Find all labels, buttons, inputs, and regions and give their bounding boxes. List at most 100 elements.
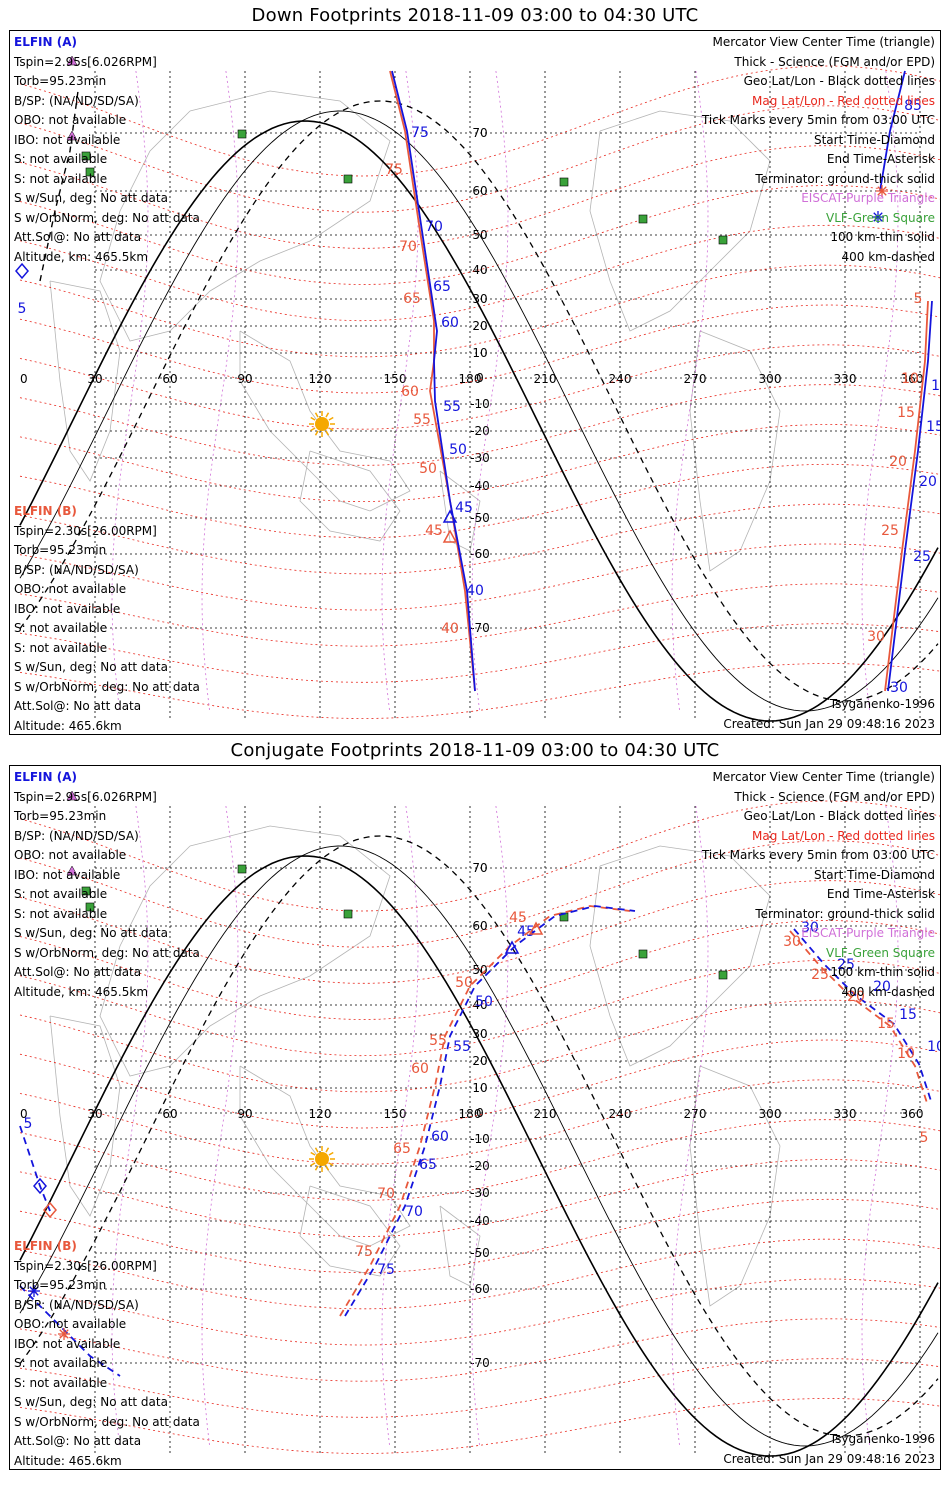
end-asterisk-icon (29, 1286, 39, 1296)
elfin-a-tick-label: 75 (377, 1262, 395, 1278)
elfin-b-title: ELFIN (B) (14, 504, 77, 518)
mag-lat-line (19, 840, 940, 948)
elfin-a-tick-label: 10 (927, 1039, 940, 1055)
elfin-a-info: ELFIN (A) Tspin=2.95s[6.026RPM] Torb=95.… (14, 768, 200, 1002)
elfin-a-track (887, 300, 933, 692)
mag-lat-line (19, 105, 940, 213)
elfin-a-attsol: Att.Sol@: No att data (14, 965, 142, 979)
mag-lat-line (19, 543, 940, 611)
lon-tick-label: 210 (534, 1107, 557, 1121)
mag-lat-line (19, 185, 940, 285)
eiscat-station-icon (66, 865, 78, 876)
elfin-b-ibo: IBO: not available (14, 1336, 121, 1351)
vlf-station-icon (85, 902, 95, 912)
elfin-b-info: ELFIN (B) Tspin=2.30s[26.00RPM] Torb=95.… (14, 502, 200, 736)
lat-tick-label: -20 (470, 424, 490, 438)
elfin-a-track (19, 1285, 121, 1377)
legend-line: 100 km-thin solid (830, 965, 935, 979)
vlf-station-icon (237, 864, 247, 874)
elfin-a-tick-label: 20 (873, 979, 891, 995)
elfin-b-tick-label: 25 (811, 967, 829, 983)
elfin-a-tick-label: 10 (931, 378, 940, 394)
mag-lat-line (19, 583, 940, 647)
elfin-a-track (793, 928, 933, 1105)
terminator-ground (19, 855, 939, 1457)
legend-line: Tick Marks every 5min from 03:00 UTC (701, 848, 935, 862)
vlf-station-icon (343, 174, 353, 184)
coastline (299, 1185, 401, 1277)
elfin-b-tick-label: 65 (403, 291, 421, 307)
elfin-a-altitude: Altitude, km: 465.5km (14, 984, 149, 999)
mag-lat-line (19, 503, 940, 575)
elfin-a-track (344, 905, 636, 1317)
terminator-100km (19, 845, 939, 1447)
elfin-b-tick-label: 15 (877, 1016, 895, 1032)
elfin-a-s2: S: not available (14, 171, 108, 186)
legend-line: EISCAT-Purple Triangle (801, 926, 935, 940)
lon-tick-label: 60 (162, 372, 177, 386)
lat-tick-label: 70 (472, 861, 487, 875)
mag-lat-line (19, 1159, 940, 1237)
elfin-b-bsp: B/SP: (NA/ND/SD/SA) (14, 562, 139, 577)
lat-tick-label: 40 (472, 998, 487, 1012)
mag-lon-line (671, 805, 709, 1447)
legend-line: Geo Lat/Lon - Black dotted lines (743, 74, 935, 88)
start-diamond-icon (33, 1177, 47, 1195)
sun-ray (325, 1165, 330, 1171)
lon-tick-label: 120 (309, 1107, 332, 1121)
vlf-station-icon (85, 167, 95, 177)
elfin-a-tick-label: 30 (890, 680, 908, 696)
lon-tick-label: 360 (901, 1107, 924, 1121)
conjugate-footprints-panel: 0 30 60 90 120 150 180 210 240 270 300 330 360 70 60 50… (9, 765, 941, 1470)
elfin-a-tick-label: 55 (443, 399, 461, 415)
elfin-a-tick-label: 75 (411, 125, 429, 141)
elfin-b-track (789, 930, 929, 1107)
created-label: Created: Sun Jan 29 09:48:16 2023 (723, 717, 935, 731)
lon-tick-label: 150 (384, 1107, 407, 1121)
vlf-station-icon (638, 214, 648, 224)
elfin-b-tick-label: 5 (920, 1130, 929, 1146)
sun-ray (325, 412, 330, 418)
elfin-b-tick-label: 20 (889, 454, 907, 470)
lon-tick-label: 150 (384, 372, 407, 386)
elfin-b-sun: S w/Sun, deg: No att data (14, 660, 168, 674)
mag-lat-line (19, 623, 940, 683)
elfin-a-tick-label: 70 (425, 219, 443, 235)
elfin-a-title: ELFIN (A) (14, 35, 77, 49)
lat-tick-label: 60 (472, 184, 487, 198)
elfin-a-tick-label: 20 (919, 474, 937, 490)
sun-ray (310, 427, 316, 432)
elfin-b-tick-label: 70 (399, 239, 417, 255)
elfin-a-bsp: B/SP: (NA/ND/SD/SA) (14, 828, 139, 843)
model-label: Tsyganenko-1996 (829, 1432, 935, 1446)
vlf-station-icon (718, 235, 728, 245)
center-triangle-a-icon (442, 509, 458, 523)
mag-lat-line (19, 304, 940, 394)
elfin-a-sun: S w/Sun, deg: No att data (14, 191, 168, 205)
lat-tick-label: -20 (470, 1159, 490, 1173)
elfin-a-tspin: Tspin=2.95s[6.026RPM] (14, 54, 157, 69)
conjugate-footprints-map: 0 30 60 90 120 150 180 210 240 270 300 330 360706050… (19, 790, 940, 1457)
end-asterisk-icon (59, 1329, 69, 1339)
vlf-station-icon (559, 177, 569, 187)
sun-ray (328, 416, 334, 421)
elfin-a-tick-label: 25 (837, 957, 855, 973)
elfin-b-tick-label: 30 (783, 934, 801, 950)
created-label: Created: Sun Jan 29 09:48:16 2023 (723, 1452, 935, 1466)
mag-lon-line (671, 70, 709, 712)
elfin-a-attsol: Att.Sol@: No att data (14, 230, 142, 244)
lat-tick-label: -10 (470, 1132, 490, 1146)
mag-lat-line (19, 463, 940, 539)
mag-lat-line (19, 1318, 940, 1382)
coastline (299, 450, 401, 542)
elfin-a-tick-label: 45 (455, 500, 473, 516)
elfin-a-tick-label: 5 (18, 301, 27, 317)
sun-ray (325, 1147, 330, 1153)
elfin-b-bsp: B/SP: (NA/ND/SD/SA) (14, 1297, 139, 1312)
elfin-a-tick-label: 70 (405, 1204, 423, 1220)
terminator-400km (19, 835, 939, 1437)
legend-line: Terminator: ground-thick solid (755, 171, 935, 186)
down-panel-title: Down Footprints 2018-11-09 03:00 to 04:3… (251, 5, 699, 26)
lon-tick-label: 60 (162, 1107, 177, 1121)
sun-ray (310, 416, 316, 421)
